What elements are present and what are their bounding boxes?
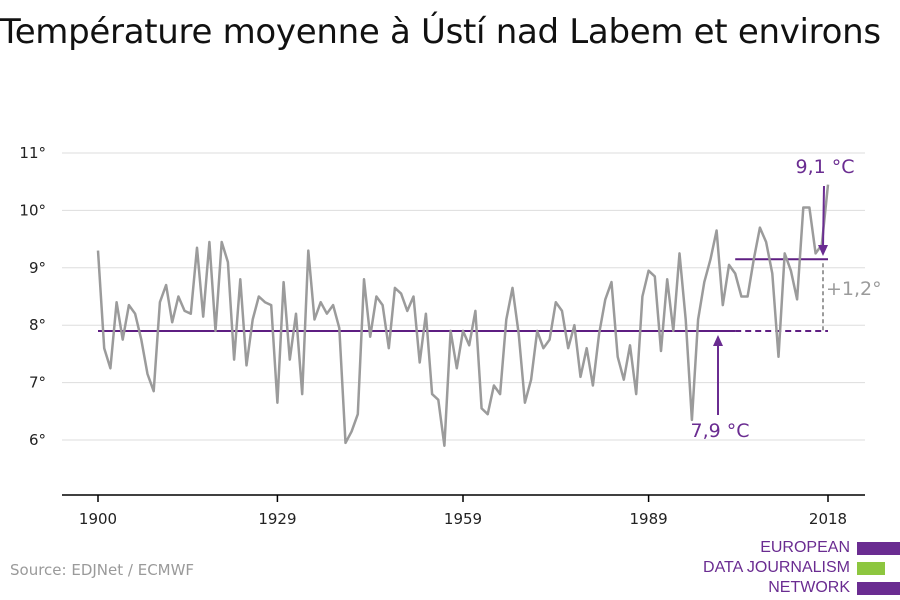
baseline-average-label: 7,9 °C (690, 420, 749, 442)
logo-bar-purple-bottom (857, 582, 900, 595)
chart-title: Température moyenne à Ústí nad Labem et … (0, 12, 881, 52)
source-note: Source: EDJNet / ECMWF (10, 561, 195, 579)
recent-average-label: 9,1 °C (795, 156, 854, 178)
logo-line-1: EUROPEAN (760, 539, 850, 556)
logo-line-3: NETWORK (768, 579, 850, 596)
y-tick-label-9: 9° (29, 259, 46, 277)
y-tick-label-8: 8° (29, 316, 46, 334)
recent-average-arrow-head (818, 245, 828, 256)
x-tick-label-2018: 2018 (809, 510, 847, 528)
y-tick-label-7: 7° (29, 374, 46, 392)
y-axis-labels: 6° 7° 8° 9° 10° 11° (19, 144, 46, 449)
x-axis-ticks: 1900 1929 1959 1989 2018 (79, 495, 847, 528)
x-tick-label-1929: 1929 (258, 510, 296, 528)
difference-label: +1,2° (826, 278, 882, 300)
x-tick-label-1959: 1959 (444, 510, 482, 528)
baseline-average-arrow-head (713, 335, 723, 346)
annotations: 9,1 °C 7,9 °C +1,2° (690, 156, 881, 442)
x-tick-label-1989: 1989 (629, 510, 667, 528)
y-tick-label-11: 11° (19, 144, 46, 162)
y-tick-label-6: 6° (29, 431, 46, 449)
logo-bar-green (857, 562, 885, 575)
temperature-series-line (96, 184, 830, 447)
edjnet-logo: EUROPEAN DATA JOURNALISM NETWORK (700, 538, 900, 600)
recent-average-arrow-shaft (822, 185, 825, 248)
logo-line-2: DATA JOURNALISM (703, 559, 850, 576)
y-tick-label-10: 10° (19, 201, 46, 219)
logo-bar-purple-top (857, 542, 900, 555)
x-tick-label-1900: 1900 (79, 510, 117, 528)
